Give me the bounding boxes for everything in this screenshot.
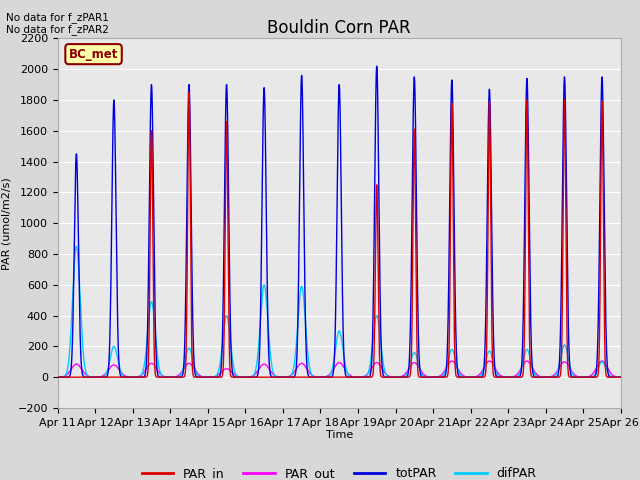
PAR_in (617, 374, 625, 380)
PAR_in (586, 374, 594, 380)
totPAR (373, 63, 381, 69)
PAR_out (586, 373, 594, 379)
PAR_in (481, 372, 489, 378)
Text: BC_met: BC_met (69, 48, 118, 60)
Line: PAR_in: PAR_in (58, 92, 621, 377)
PAR_in (185, 89, 193, 95)
PAR_out (245, 374, 253, 380)
difPAR (586, 374, 594, 380)
PAR_in (593, 374, 601, 380)
totPAR (593, 355, 601, 361)
difPAR (593, 368, 601, 373)
difPAR (321, 374, 328, 380)
Line: totPAR: totPAR (58, 66, 621, 377)
PAR_in (54, 374, 61, 380)
PAR_out (593, 364, 601, 370)
PAR_out (465, 374, 473, 380)
totPAR (586, 374, 594, 380)
totPAR (617, 374, 625, 380)
difPAR (245, 374, 253, 380)
difPAR (481, 360, 489, 366)
PAR_out (598, 358, 606, 364)
PAR_out (54, 374, 61, 380)
PAR_in (465, 374, 473, 380)
totPAR (465, 374, 473, 380)
totPAR (481, 336, 489, 342)
difPAR (54, 374, 61, 380)
PAR_in (321, 374, 328, 380)
PAR_out (320, 374, 328, 380)
totPAR (320, 374, 328, 380)
totPAR (245, 374, 253, 380)
difPAR (617, 374, 625, 380)
totPAR (54, 374, 61, 380)
PAR_in (245, 374, 253, 380)
PAR_out (481, 363, 489, 369)
PAR_out (617, 374, 625, 380)
difPAR (72, 243, 80, 249)
Y-axis label: PAR (umol/m2/s): PAR (umol/m2/s) (2, 177, 12, 270)
Title: Bouldin Corn PAR: Bouldin Corn PAR (268, 19, 411, 37)
Line: difPAR: difPAR (58, 246, 621, 377)
Text: No data for f_zPAR1
No data for f_zPAR2: No data for f_zPAR1 No data for f_zPAR2 (6, 12, 109, 36)
X-axis label: Time: Time (326, 431, 353, 441)
Line: PAR_out: PAR_out (58, 361, 621, 377)
difPAR (465, 374, 473, 380)
Legend: PAR_in, PAR_out, totPAR, difPAR: PAR_in, PAR_out, totPAR, difPAR (137, 462, 541, 480)
